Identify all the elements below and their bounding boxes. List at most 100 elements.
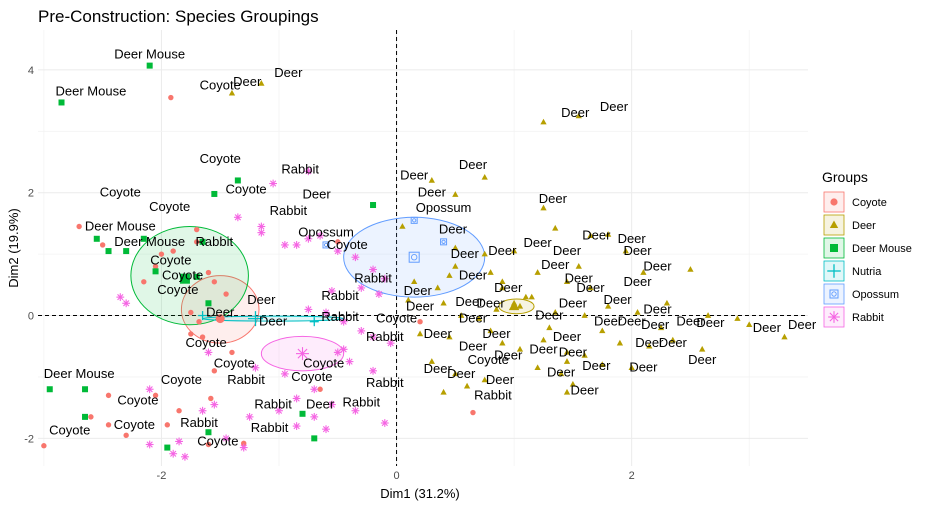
box	[322, 241, 330, 249]
deer-mouse-point	[93, 235, 100, 242]
rabbit-point	[380, 419, 389, 427]
nutria-point	[309, 317, 319, 327]
deer-point	[458, 312, 465, 318]
deer-point	[258, 80, 265, 86]
x-tick-label: 0	[393, 470, 399, 482]
coyote-point	[211, 368, 218, 374]
rabbit-label: Rabbit	[474, 387, 512, 402]
deer-point	[663, 299, 671, 306]
deer-centroid	[508, 300, 520, 311]
coyote-point	[417, 318, 423, 325]
deer-point	[563, 358, 571, 364]
deer-label: Deer	[447, 366, 476, 381]
data-points	[41, 62, 788, 461]
coyote-point	[76, 223, 82, 230]
deer-label: Deer	[559, 295, 588, 310]
deer-label: Deer	[482, 326, 511, 341]
coyote-point	[205, 269, 212, 276]
deer-point	[587, 232, 594, 238]
deer-label: Deer	[553, 243, 582, 258]
deer-point	[581, 352, 588, 358]
deer-label: Deer	[259, 314, 288, 329]
rabbit-point	[292, 422, 301, 430]
ring	[412, 218, 417, 223]
deer-label: Deer	[643, 258, 672, 273]
nutria-centroid	[247, 311, 263, 327]
legend-item-nutria: Nutria	[823, 260, 882, 282]
deer-mouse-point	[211, 190, 218, 197]
deer-label: Deer	[603, 292, 632, 307]
rabbit-point	[316, 231, 325, 240]
coyote-label: Coyote	[161, 372, 202, 387]
deer-mouse-label: Deer Mouse	[114, 47, 185, 62]
opossum-centroid	[408, 251, 420, 263]
deer-mouse-point	[140, 235, 147, 242]
x-axis-title: Dim1 (31.2%)	[380, 486, 459, 501]
deer-point	[563, 278, 571, 285]
deer-label: Deer	[576, 280, 605, 295]
ring	[831, 291, 837, 297]
rabbit-point	[310, 412, 319, 421]
deer-label: Deer	[406, 298, 435, 313]
deer-point	[405, 296, 412, 303]
rabbit-point	[275, 406, 283, 415]
rabbit-point	[304, 305, 313, 314]
deer-label: Deer	[582, 228, 611, 243]
rabbit-point	[239, 443, 248, 452]
deer-legend-symbol	[829, 220, 839, 229]
rabbit-point	[145, 385, 154, 394]
y-tick-label: 2	[28, 188, 34, 200]
legend-label-deer-mouse: Deer Mouse	[852, 243, 912, 255]
deer-label: Deer	[594, 314, 623, 329]
legend-item-coyote: Coyote	[823, 191, 887, 213]
coyote-label: Coyote	[197, 433, 238, 448]
legend-item-opossum: Opossum	[823, 283, 899, 305]
coyote-label: Coyote	[150, 252, 191, 267]
rabbit-label: Rabbit	[321, 288, 359, 303]
deer-point	[440, 299, 447, 306]
deer-label: Deer	[635, 335, 664, 350]
deer-mouse-point	[205, 300, 212, 307]
deer-mouse-legend-symbol	[830, 244, 838, 252]
deer-point	[657, 324, 665, 331]
rabbit-label: Rabbit	[227, 372, 265, 387]
rabbit-point	[304, 167, 313, 176]
coyote-point	[335, 239, 341, 245]
ray	[222, 435, 230, 442]
deer-point	[428, 358, 435, 364]
deer-label: Deer	[459, 311, 488, 326]
deer-point	[599, 361, 606, 367]
deer-point	[599, 327, 606, 334]
ray	[205, 349, 212, 356]
legend-items: Coyote Deer Deer Mouse Nutria Opossum Rabbit	[823, 191, 912, 328]
deer-point	[499, 278, 506, 285]
deer-label: Deer	[529, 341, 558, 356]
deer-label: Deer	[439, 222, 468, 237]
deer-label: Deer	[494, 347, 523, 362]
rabbit-point	[369, 366, 377, 375]
rabbit-legend-symbol	[828, 311, 840, 323]
ray	[240, 444, 247, 451]
ray	[346, 358, 353, 365]
coyote-point	[168, 94, 174, 101]
group-centroids	[179, 251, 520, 361]
y-tick-label: -2	[24, 433, 34, 445]
deer-point	[605, 231, 612, 237]
deer-label: Deer	[477, 295, 506, 310]
rabbit-label: Rabbit	[180, 415, 218, 430]
deer-label: Deer	[618, 314, 647, 329]
coyote-ellipse	[180, 275, 260, 344]
rabbit-point	[322, 308, 330, 317]
rabbit-point	[386, 339, 395, 348]
ray	[328, 401, 336, 408]
ray	[387, 340, 394, 347]
coyote-point	[158, 251, 165, 257]
deer-label: Deer	[676, 314, 705, 329]
ray	[375, 290, 383, 298]
y-tick-label: 0	[28, 311, 34, 323]
rabbit-point	[339, 317, 348, 326]
ray	[252, 364, 259, 371]
coyote-point	[152, 392, 159, 399]
